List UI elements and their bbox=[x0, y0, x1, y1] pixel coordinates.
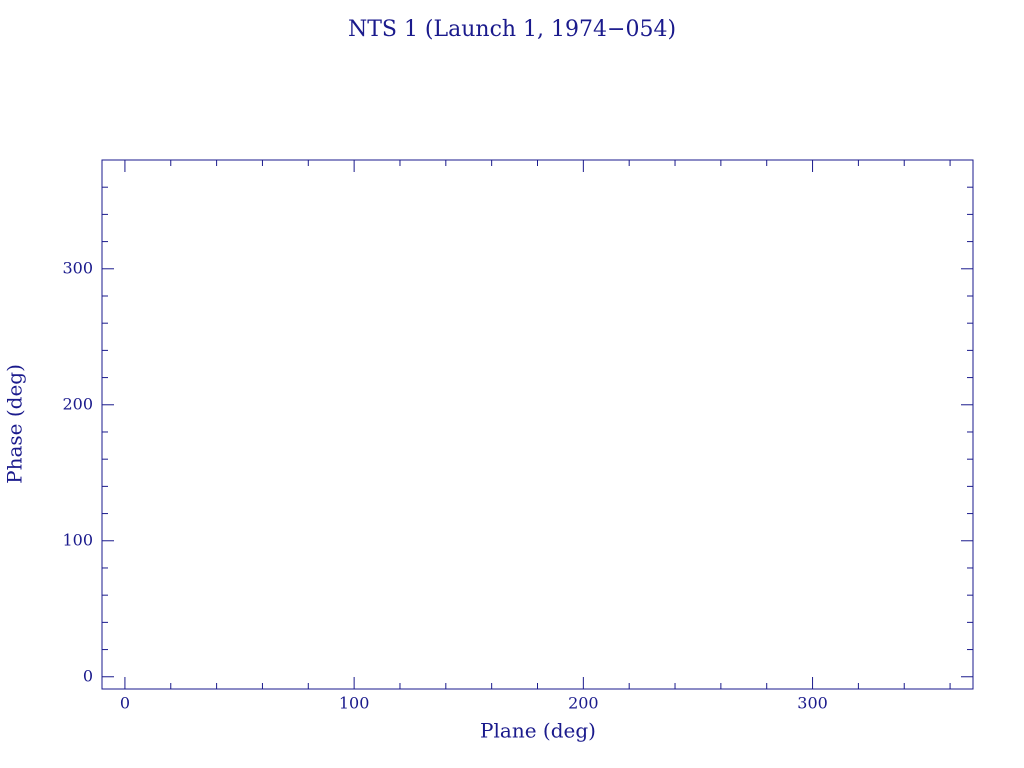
plot-frame bbox=[101, 159, 974, 690]
x-tick-label: 200 bbox=[568, 694, 599, 713]
y-tick-label: 300 bbox=[62, 258, 93, 277]
x-axis-label: Plane (deg) bbox=[480, 719, 596, 743]
x-tick-label: 0 bbox=[120, 694, 130, 713]
x-tick-label: 300 bbox=[797, 694, 828, 713]
chart-title: NTS 1 (Launch 1, 1974−054) bbox=[348, 17, 676, 42]
y-tick-label: 100 bbox=[62, 530, 93, 549]
y-axis-label: Phase (deg) bbox=[3, 364, 27, 484]
y-tick-label: 200 bbox=[62, 394, 93, 413]
y-tick-label: 0 bbox=[83, 666, 93, 685]
x-tick-label: 100 bbox=[339, 694, 370, 713]
